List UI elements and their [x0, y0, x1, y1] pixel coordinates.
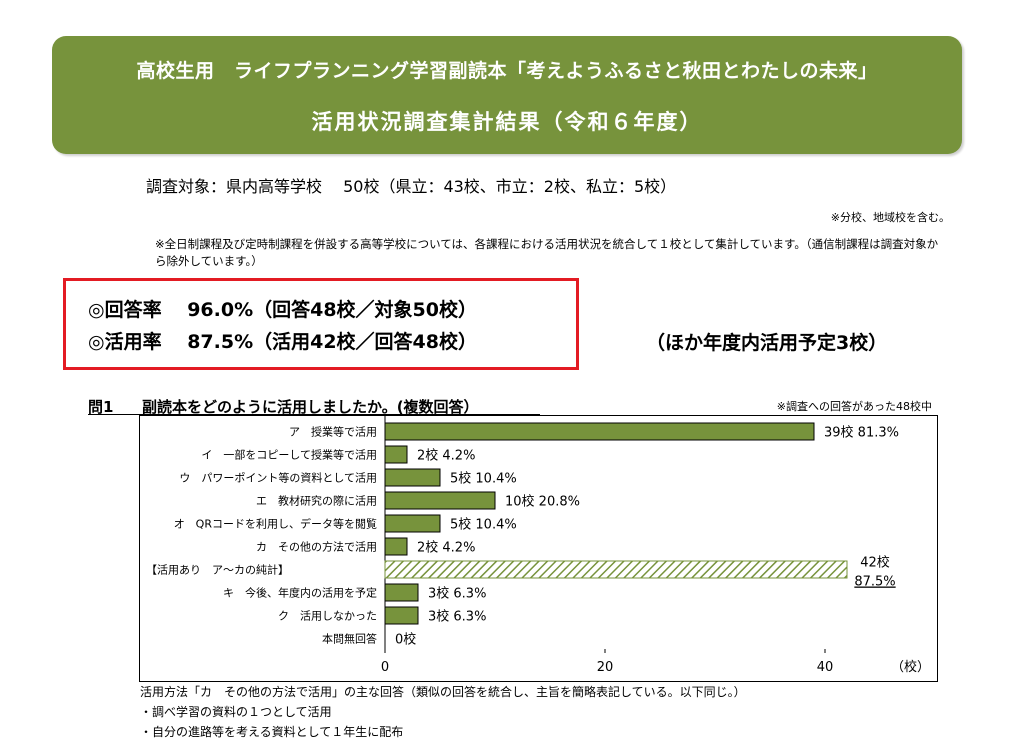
bar: [384, 606, 419, 625]
course-integration-note: ※全日制課程及び定時制課程を併設する高等学校については、各課程における活用状況を…: [155, 237, 939, 268]
data-label: 5校 10.4%: [450, 471, 517, 487]
x-unit-label: （校）: [891, 659, 930, 675]
data-label: 0校: [395, 632, 416, 648]
category-label: オ QRコードを利用し、データ等を閲覧: [174, 517, 377, 531]
banner-subtitle: 活用状況調査集計結果（令和６年度）: [311, 110, 703, 134]
bar: [384, 468, 441, 487]
category-label: 本問無回答: [322, 632, 377, 646]
chart-svg: ア 授業等で活用 39校 81.3% イ 一部をコピーして授業等で活用 2校 4.2%…: [146, 416, 930, 675]
rates-highlight-box: ◎回答率 96.0%（回答48校／対象50校） ◎活用率 87.5%（活用42校…: [63, 278, 579, 370]
bar: [384, 491, 496, 510]
bar: [384, 445, 408, 464]
bar-total-hatched: [384, 560, 848, 579]
category-label: キ 今後、年度内の活用を予定: [223, 586, 377, 600]
data-label: 5校 10.4%: [450, 517, 517, 533]
title-banner: 高校生用 ライフプランニング学習副読本「考えようふるさと秋田とわたしの未来」 活…: [52, 36, 962, 154]
x-tick-label: 40: [817, 660, 834, 675]
bar: [384, 422, 815, 441]
branch-school-note: ※分校、地域校を含む。: [830, 211, 950, 224]
bar: [384, 514, 441, 533]
data-label: 39校 81.3%: [824, 425, 899, 441]
data-label: 2校 4.2%: [417, 540, 475, 556]
data-label-percent: 87.5%: [854, 575, 895, 590]
survey-target: 調査対象：県内高等学校 50校（県立：43校、市立：2校、私立：5校）: [146, 177, 677, 196]
bar: [384, 583, 419, 602]
question-note: ※調査への回答があった48校中: [776, 400, 932, 413]
footer-heading: 活用方法「カ その他の方法で活用」の主な回答（類似の回答を統合し、主旨を簡略表記…: [140, 685, 746, 699]
data-label: 2校 4.2%: [417, 448, 475, 464]
category-label: カ その他の方法で活用: [256, 540, 377, 554]
category-label: ア 授業等で活用: [289, 425, 377, 439]
category-label: エ 教材研究の際に活用: [256, 494, 377, 508]
banner-title: 高校生用 ライフプランニング学習副読本「考えようふるさと秋田とわたしの未来」: [136, 60, 878, 82]
bar: [384, 537, 408, 556]
category-label: 【活用あり ア～カの純計】: [146, 563, 289, 577]
question-text: 副読本をどのように活用しましたか。(複数回答）: [142, 398, 479, 416]
footer-item-2: ・自分の進路等を考える資料として１年生に配布: [140, 725, 404, 739]
footer-item-1: ・調べ学習の資料の１つとして活用: [140, 705, 332, 719]
usage-bar-chart: ア 授業等で活用 39校 81.3% イ 一部をコピーして授業等で活用 2校 4.2%…: [139, 415, 938, 682]
other-plan-note: （ほか年度内活用予定3校）: [646, 332, 888, 354]
x-tick-label: 20: [597, 660, 614, 675]
category-label: ウ パワーポイント等の資料として活用: [179, 471, 377, 485]
x-tick-label: 0: [381, 660, 389, 675]
response-rate: ◎回答率 96.0%（回答48校／対象50校）: [88, 299, 477, 321]
question-number: 問1: [88, 398, 114, 416]
category-label: ク 活用しなかった: [278, 610, 377, 623]
data-label: 10校 20.8%: [505, 494, 580, 510]
category-label: イ 一部をコピーして授業等で活用: [201, 448, 377, 462]
data-label: 42校: [860, 555, 890, 571]
usage-rate: ◎活用率 87.5%（活用42校／回答48校）: [88, 331, 477, 353]
question-underline: [88, 414, 540, 415]
data-label: 3校 6.3%: [428, 609, 486, 625]
data-label: 3校 6.3%: [428, 586, 486, 602]
